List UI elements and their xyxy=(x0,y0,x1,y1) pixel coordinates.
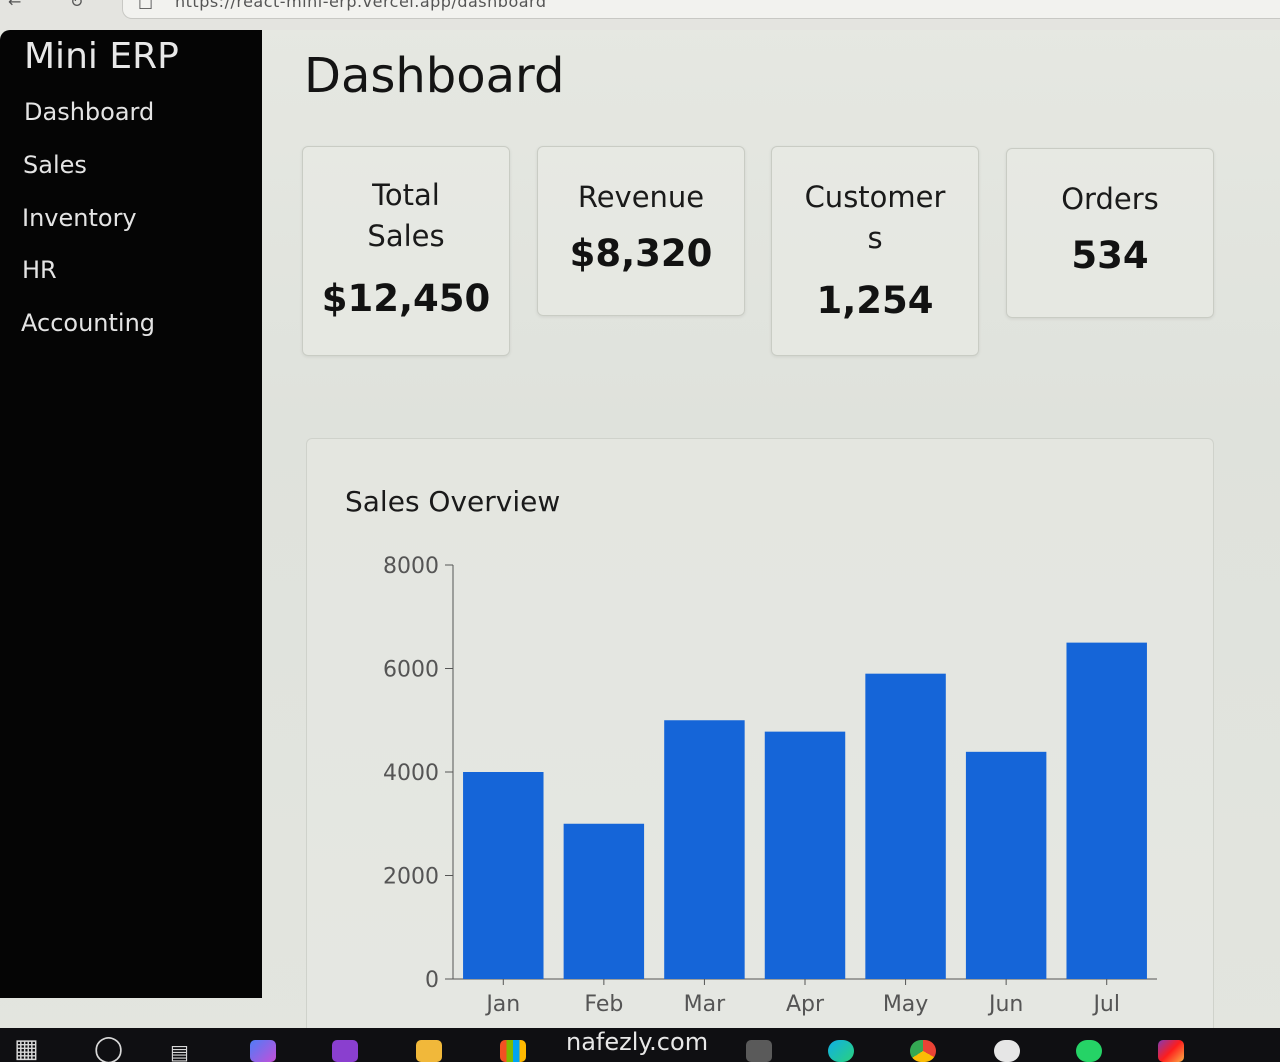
y-tick-label: 4000 xyxy=(383,761,439,786)
instagram-icon[interactable] xyxy=(1158,1040,1184,1062)
sidebar-item-inventory[interactable]: Inventory xyxy=(22,204,137,232)
stat-card-label: Customer xyxy=(804,180,946,214)
stat-card-label: Orders xyxy=(1061,182,1159,216)
y-tick-label: 8000 xyxy=(383,554,439,579)
sidebar-item-hr[interactable]: HR xyxy=(22,256,57,284)
sales-bar-chart: 0 2000 4000 6000 8000 Jan Feb Mar Apr May Jun Jul xyxy=(383,554,1157,1017)
x-tick-label: Apr xyxy=(786,992,825,1017)
back-arrow-icon[interactable]: ← xyxy=(8,0,22,11)
sidebar: Mini ERP Dashboard Sales Inventory HR Ac… xyxy=(0,30,262,998)
folder-icon[interactable] xyxy=(416,1040,442,1062)
app-icon[interactable] xyxy=(332,1040,358,1062)
page-title: Dashboard xyxy=(304,48,565,104)
watermark: nafezly.com xyxy=(566,1028,709,1056)
chrome-icon[interactable] xyxy=(910,1040,936,1062)
chart-bar-jun xyxy=(965,751,1047,979)
camera-icon[interactable] xyxy=(746,1040,772,1062)
chart-bar-apr xyxy=(764,731,846,979)
stat-card-orders: Orders 534 xyxy=(1006,148,1214,318)
sidebar-item-accounting[interactable]: Accounting xyxy=(21,309,156,337)
x-tick-label: Jul xyxy=(1091,992,1120,1017)
stat-card-label: Sales xyxy=(367,219,445,253)
stat-card-value: 534 xyxy=(1071,234,1149,277)
x-tick-label: May xyxy=(883,992,928,1017)
stat-card-total-sales: Total Sales $12,450 xyxy=(302,146,510,356)
x-tick-label: Jun xyxy=(987,992,1023,1017)
y-tick-label: 6000 xyxy=(383,658,439,683)
app-brand: Mini ERP xyxy=(24,36,179,77)
whatsapp-icon[interactable] xyxy=(1076,1040,1102,1062)
browser-toolbar: ← ↻ □ https://react-mini-erp.vercel.app/… xyxy=(0,0,1280,30)
x-tick-label: Jan xyxy=(484,992,520,1017)
chart-bar-jul xyxy=(1066,642,1147,979)
stat-card-customers: Customer s 1,254 xyxy=(771,146,979,356)
sales-overview-panel: Sales Overview 0 2000 4000 6000 8000 Jan Feb Ma… xyxy=(306,438,1214,1029)
sidebar-item-sales[interactable]: Sales xyxy=(23,151,87,179)
y-tick-label: 2000 xyxy=(383,865,439,890)
stat-card-revenue: Revenue $8,320 xyxy=(537,146,745,316)
x-tick-label: Mar xyxy=(684,992,726,1017)
stat-card-label: s xyxy=(867,221,883,255)
y-tick-label: 0 xyxy=(425,968,439,993)
task-view-icon[interactable]: ▤ xyxy=(170,1040,189,1062)
copilot-icon[interactable] xyxy=(250,1040,276,1062)
windows-start-icon[interactable]: ▦ xyxy=(14,1034,39,1062)
chart-bar-feb xyxy=(563,823,645,979)
chart-bar-jan xyxy=(463,772,544,979)
store-icon[interactable] xyxy=(500,1040,526,1062)
x-tick-label: Feb xyxy=(584,992,623,1017)
chart-bar-mar xyxy=(664,720,745,979)
main-content: Dashboard Total Sales $12,450 Revenue $8… xyxy=(262,30,1280,1029)
page-info-icon[interactable]: □ xyxy=(138,0,154,11)
chart-title: Sales Overview xyxy=(345,485,561,518)
stat-card-value: $8,320 xyxy=(569,232,713,275)
edge-browser-icon[interactable] xyxy=(828,1040,854,1062)
stat-card-label: Revenue xyxy=(577,180,705,214)
stat-card-value: 1,254 xyxy=(816,279,934,322)
taskbar: ▦ ◯ ▤ xyxy=(0,1028,1280,1062)
refresh-icon[interactable]: ↻ xyxy=(70,0,84,11)
stat-card-value: $12,450 xyxy=(321,277,491,320)
address-bar-url[interactable]: https://react-mini-erp.vercel.app/dashbo… xyxy=(175,0,547,11)
address-bar[interactable] xyxy=(122,0,1280,19)
chatgpt-icon[interactable] xyxy=(994,1040,1020,1062)
sidebar-item-dashboard[interactable]: Dashboard xyxy=(24,98,155,126)
search-icon[interactable]: ◯ xyxy=(94,1034,124,1062)
chart-bar-may xyxy=(865,673,946,979)
stat-card-label: Total xyxy=(372,178,440,212)
